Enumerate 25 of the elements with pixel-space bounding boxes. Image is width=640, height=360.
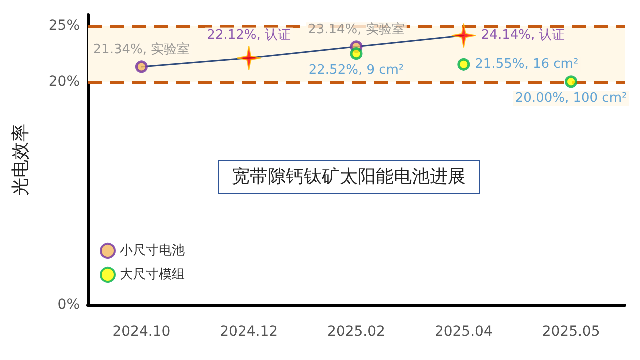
y-axis-title: 光电效率 xyxy=(10,124,32,196)
point xyxy=(236,46,262,71)
data-label: 23.14%, 实验室 xyxy=(308,22,405,38)
y-tick-label: 20% xyxy=(48,74,80,90)
point xyxy=(565,76,578,88)
x-tick-label: 2024.12 xyxy=(220,324,278,340)
x-tick-label: 2024.10 xyxy=(112,324,171,340)
point xyxy=(135,60,148,74)
x-tick-label: 2025.04 xyxy=(434,324,493,340)
data-label: 22.12%, 认证 xyxy=(207,28,292,43)
point xyxy=(458,58,470,71)
y-tick-label: 0% xyxy=(58,297,80,313)
x-tick-label: 2025.02 xyxy=(328,324,386,340)
data-label: 21.34%, 实验室 xyxy=(93,42,190,58)
legend-label: 小尺寸电池 xyxy=(120,244,185,258)
data-label: 20.00%, 100 cm² xyxy=(515,91,628,106)
x-tick-label: 2025.05 xyxy=(542,324,600,340)
data-label: 24.14%, 认证 xyxy=(481,28,566,44)
point xyxy=(451,23,476,48)
legend-label: 大尺寸模组 xyxy=(120,268,185,282)
data-label: 22.52%, 9 cm² xyxy=(308,63,404,78)
data-label: 21.55%, 16 cm² xyxy=(475,57,579,72)
point xyxy=(350,48,363,60)
text: 宽带隙钙钛矿太阳能电池进展 xyxy=(232,166,466,188)
y-tick-label: 25% xyxy=(48,18,80,34)
